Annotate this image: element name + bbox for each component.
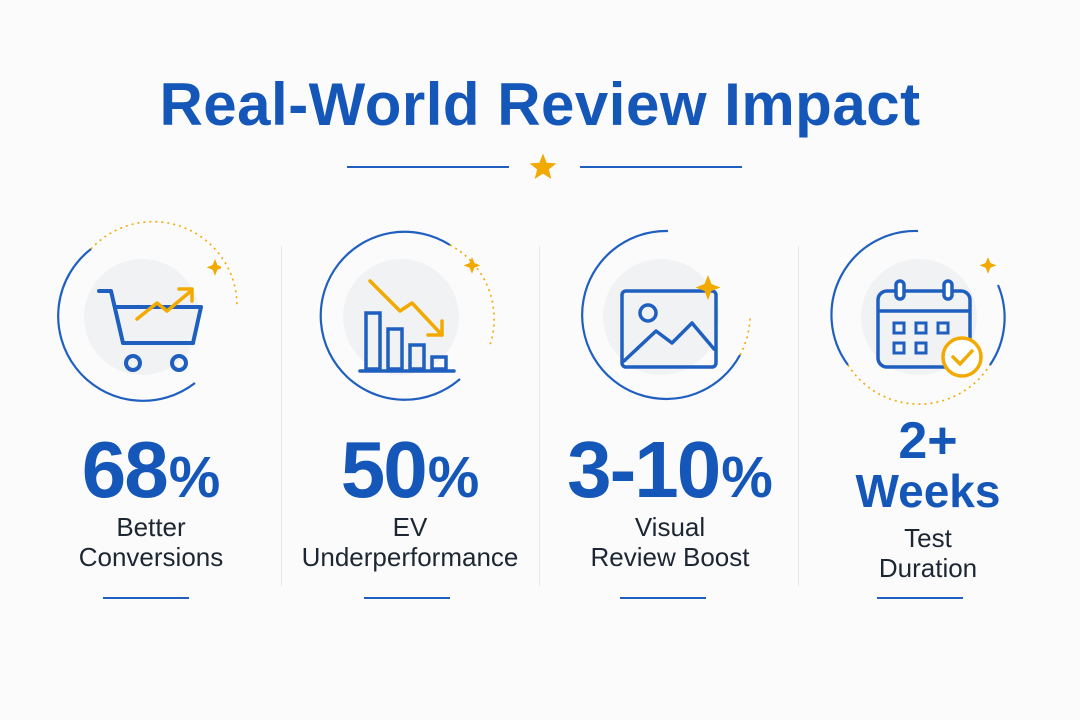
title-rule-left (347, 166, 509, 168)
stat-label-line: Conversions (78, 542, 224, 572)
shopping-cart-trend-up-icon (97, 259, 221, 372)
stat-underline (877, 597, 963, 599)
stat-underline (620, 597, 706, 599)
stat-label: Better Conversions (21, 512, 281, 572)
stat-label-line: EV (392, 512, 428, 542)
calendar-check-icon (876, 257, 997, 378)
stat-value: 68% (21, 430, 281, 510)
stat-value: 3-10% (540, 430, 800, 510)
stat-number: 50 (340, 425, 428, 514)
icon-ring (319, 230, 495, 401)
bar-chart-trend-down-icon (358, 257, 480, 373)
stat-label: Test Duration (798, 523, 1058, 583)
stat-card-test-duration: 2+ Weeks Test Duration (798, 215, 1058, 615)
column-divider (539, 246, 540, 586)
stat-card-ev: 50% EV Underperformance (280, 215, 540, 615)
stat-label: Visual Review Boost (540, 512, 800, 572)
stat-underline (364, 597, 450, 599)
stat-underline (103, 597, 189, 599)
stat-value: 2+ Weeks (798, 415, 1058, 515)
stat-label-line: Review Boost (590, 542, 750, 572)
icon-ring (581, 229, 751, 401)
page-title: Real-World Review Impact (159, 71, 921, 138)
stat-value: 50% (280, 430, 540, 510)
stat-number: 2+ (898, 412, 958, 470)
stat-card-conversions: 68% Better Conversions (21, 215, 281, 615)
stat-label-line: Duration (878, 553, 978, 583)
stat-number: 3-10 (567, 425, 721, 514)
column-divider (798, 246, 799, 586)
stat-number: 68 (81, 425, 169, 514)
stat-card-visual-reviews: 3-10% Visual Review Boost (540, 215, 800, 615)
icon-ring (830, 229, 1006, 405)
stat-label-line: Visual (634, 512, 706, 542)
stat-unit: Weeks (855, 465, 1001, 517)
title-rule-right (580, 166, 742, 168)
stat-unit: % (427, 445, 480, 510)
stat-label: EV Underperformance (280, 512, 540, 572)
stat-unit: % (168, 445, 221, 510)
stat-unit: % (721, 445, 773, 510)
stat-label-line: Underperformance (301, 542, 519, 572)
column-divider (281, 246, 282, 586)
icon-ring (57, 220, 238, 402)
stat-label-line: Test (904, 523, 952, 553)
image-sparkle-icon (620, 275, 721, 369)
stat-label-line: Better (116, 512, 186, 542)
star-icon (529, 153, 557, 180)
